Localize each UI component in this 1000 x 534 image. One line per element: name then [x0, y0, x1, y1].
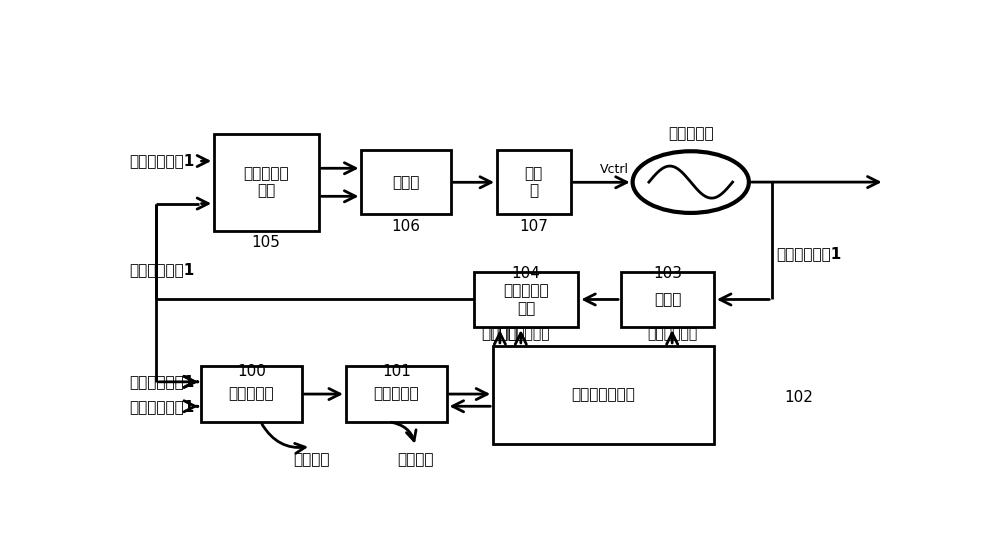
Text: 反馈分频信号1: 反馈分频信号1: [129, 262, 194, 277]
Circle shape: [633, 151, 749, 213]
Bar: [361, 151, 450, 214]
Bar: [346, 366, 447, 422]
Text: 102: 102: [785, 390, 814, 405]
Text: 101: 101: [382, 364, 411, 379]
Bar: [497, 151, 571, 214]
Bar: [214, 134, 319, 231]
Text: 误差信号: 误差信号: [293, 453, 329, 468]
Text: 校准增益: 校准增益: [397, 453, 434, 468]
Bar: [621, 272, 714, 327]
Text: 转换器控制信号: 转换器控制信号: [492, 328, 550, 342]
Text: 反馈分频信号1: 反馈分频信号1: [129, 374, 194, 389]
Text: 滤波
器: 滤波 器: [525, 166, 543, 199]
Text: 累加噪声: 累加噪声: [482, 327, 518, 342]
Text: 电荷泵: 电荷泵: [392, 175, 420, 190]
Text: 误差取出器: 误差取出器: [229, 387, 274, 402]
Text: 105: 105: [252, 235, 280, 250]
Text: 均方校准器: 均方校准器: [373, 387, 419, 402]
Text: 103: 103: [653, 266, 682, 281]
Text: Vctrl: Vctrl: [600, 163, 629, 176]
Text: 参考时钟信号1: 参考时钟信号1: [129, 399, 194, 414]
Text: 高速时钟信号1: 高速时钟信号1: [776, 247, 841, 262]
Text: 参考时钟信号1: 参考时钟信号1: [129, 154, 194, 169]
Text: 104: 104: [511, 266, 540, 281]
Text: 100: 100: [237, 364, 266, 379]
Text: 107: 107: [519, 219, 548, 234]
Bar: [201, 366, 302, 422]
Text: 控制信号产生器: 控制信号产生器: [572, 388, 636, 403]
Bar: [493, 345, 714, 444]
Text: 压控振荡器: 压控振荡器: [668, 126, 714, 141]
Text: 分频器: 分频器: [654, 292, 681, 307]
Bar: [474, 272, 578, 327]
Text: 第一鉴频鉴
相器: 第一鉴频鉴 相器: [244, 166, 289, 199]
Text: 数字时间转
换器: 数字时间转 换器: [503, 283, 549, 316]
Text: 分频器控制码: 分频器控制码: [647, 328, 697, 342]
Text: 106: 106: [391, 219, 420, 234]
